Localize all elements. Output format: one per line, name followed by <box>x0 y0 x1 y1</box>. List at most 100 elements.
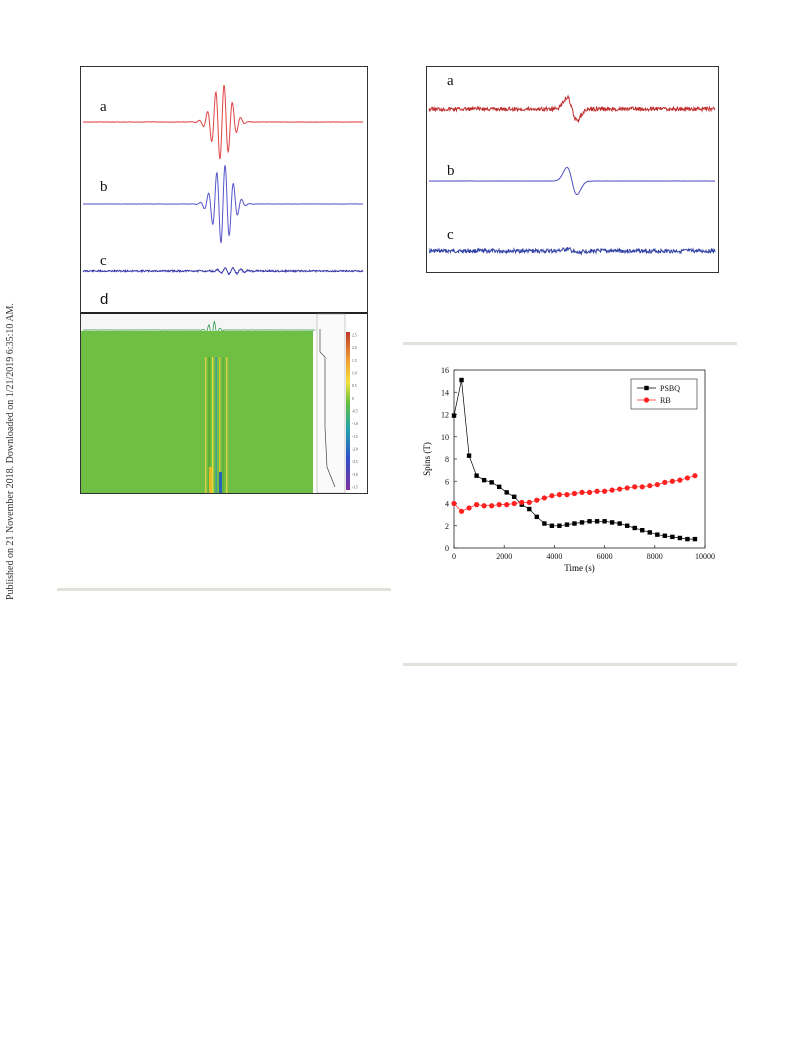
legend-label: RB <box>660 396 671 405</box>
y-tick-label: 6 <box>445 477 449 486</box>
data-point-psbq <box>527 506 532 512</box>
colorbar-tick-label: 0.5 <box>352 384 357 388</box>
data-point-rb <box>496 502 502 508</box>
data-point-rb <box>556 492 563 498</box>
spectrogram-stripe <box>226 357 228 493</box>
legend-label: PSBQ <box>660 384 680 393</box>
data-point-psbq <box>504 490 509 495</box>
panel-d-projection-area <box>81 314 317 332</box>
panel-label-b: b <box>100 179 108 195</box>
trace-c <box>82 266 364 276</box>
data-point-psbq <box>534 514 540 520</box>
data-point-psbq <box>474 473 479 478</box>
spectrogram-stripe <box>212 357 214 493</box>
data-point-psbq <box>557 523 562 528</box>
colorbar-tick-label: 0 <box>352 397 354 401</box>
epr-trace-b <box>428 166 716 196</box>
x-ticks: 0 2000 4000 6000 8000 10000 <box>452 545 715 561</box>
data-point-psbq <box>481 477 487 483</box>
data-point-psbq <box>489 480 494 485</box>
y-tick-label: 16 <box>441 366 449 375</box>
spectrogram-stripe <box>222 357 224 493</box>
legend-marker <box>644 385 649 391</box>
data-point-rb <box>466 505 472 511</box>
colorbar-tick-label: -2.0 <box>352 448 358 452</box>
data-point-rb <box>669 478 675 484</box>
data-point-psbq <box>594 519 600 524</box>
data-point-psbq <box>542 521 547 526</box>
data-point-psbq <box>609 520 615 525</box>
x-tick-label: 6000 <box>597 552 613 561</box>
figure-right-top: a b c <box>426 66 719 273</box>
y-tick-label: 10 <box>441 433 449 442</box>
chart-legend: PSBQ RB <box>630 378 698 410</box>
data-point-rb <box>519 499 525 505</box>
data-point-rb <box>632 484 638 490</box>
colorbar-tick-label: 2.0 <box>352 346 357 350</box>
side-projection-trace <box>319 329 336 488</box>
separator-rule-left <box>57 588 391 591</box>
y-tick-label: 0 <box>445 544 449 553</box>
data-point-rb <box>692 473 698 479</box>
data-point-rb <box>504 502 510 508</box>
data-point-psbq <box>459 377 464 383</box>
data-point-rb <box>481 503 487 509</box>
data-point-rb <box>458 508 465 514</box>
data-point-rb <box>473 502 480 508</box>
x-tick-label: 2000 <box>496 552 512 561</box>
data-point-rb <box>451 500 457 507</box>
panel-label-b-right: b <box>447 163 455 179</box>
data-point-psbq <box>451 413 457 418</box>
y-ticks: 0 2 4 6 8 10 12 14 16 <box>441 366 457 553</box>
colorbar-tick-label: 1.5 <box>352 359 357 363</box>
panel-label-c-right: c <box>447 227 454 243</box>
legend-marker <box>643 397 650 403</box>
data-point-psbq <box>617 521 622 526</box>
data-point-rb <box>571 490 578 497</box>
colorbar-ticks: 2.5 2.0 1.5 1.0 0.5 0 -0.5 -1.0 -1.5 -2.0 -2.5 -3.0… <box>352 334 358 490</box>
colorbar-tick-label: -1.0 <box>352 422 358 426</box>
trace-b <box>83 165 364 244</box>
colorbar-tick-label: -2.5 <box>352 460 358 464</box>
data-point-psbq <box>640 528 645 533</box>
data-point-rb <box>684 475 691 481</box>
spectrogram-stripe <box>208 357 210 493</box>
y-tick-label: 12 <box>441 411 449 420</box>
data-point-rb <box>654 481 660 488</box>
y-tick-label: 8 <box>445 455 449 464</box>
epr-trace-a <box>428 94 716 124</box>
spectrogram-panel: 2.5 2.0 1.5 1.0 0.5 0 -0.5 -1.0 -1.5 -2.0 -2.5 -3.0… <box>81 312 367 493</box>
spectrogram-stripe <box>219 357 221 493</box>
colorbar-tick-label: -0.5 <box>352 410 358 414</box>
data-point-rb <box>534 497 540 503</box>
figure-right-top-plots <box>428 94 716 256</box>
x-tick-label: 10000 <box>695 552 715 561</box>
y-axis-label: Spins (T) <box>422 442 432 476</box>
data-point-psbq <box>564 522 570 527</box>
publication-sidebar: Published on 21 November 2018. Downloade… <box>2 260 22 620</box>
separator-rule-right-bottom <box>403 663 737 666</box>
y-tick-label: 2 <box>445 522 449 531</box>
data-point-psbq <box>579 520 585 525</box>
data-point-psbq <box>466 453 472 458</box>
data-point-psbq <box>602 519 607 524</box>
data-point-rb <box>511 500 517 507</box>
data-point-rb <box>662 479 668 485</box>
data-point-psbq <box>549 523 555 528</box>
data-point-psbq <box>647 530 652 535</box>
data-point-psbq <box>655 532 660 537</box>
y-tick-label: 4 <box>445 500 449 509</box>
spectrogram-stripe <box>205 357 207 493</box>
data-point-psbq <box>512 494 517 500</box>
data-point-rb <box>579 489 585 495</box>
spectrogram-map <box>81 331 313 493</box>
spectrogram-hotspot <box>219 472 222 493</box>
data-point-psbq <box>692 536 698 542</box>
panel-label-a-right: a <box>447 73 454 89</box>
data-point-rb <box>564 492 570 498</box>
x-tick-label: 8000 <box>647 552 663 561</box>
data-point-rb <box>677 477 683 483</box>
data-point-rb <box>526 499 532 505</box>
spectrogram-stripe <box>215 357 217 493</box>
colorbar-tick-label: -3.5 <box>352 486 358 490</box>
